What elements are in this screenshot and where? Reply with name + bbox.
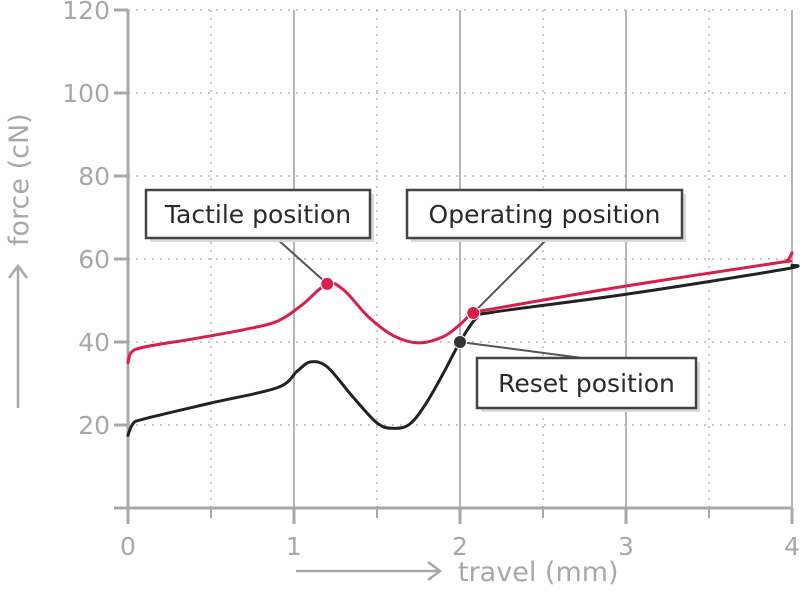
grid [128, 9, 793, 508]
callout-label: Operating position [429, 200, 661, 229]
x-axis-title: travel (mm) [296, 557, 619, 588]
x-axis-label: travel (mm) [458, 557, 619, 588]
y-tick-label: 20 [78, 411, 110, 440]
series-line-2 [126, 263, 800, 437]
callout-box [475, 356, 698, 410]
marker-point [466, 305, 481, 320]
callouts: Tactile position Operating position Reset … [144, 188, 700, 412]
marker-point [320, 276, 335, 291]
x-tick-label: 2 [452, 532, 468, 561]
x-tick-label: 1 [286, 532, 302, 561]
y-tick-label: 100 [62, 79, 110, 108]
series-line-1 [126, 251, 794, 365]
callout-label: Reset position [498, 369, 675, 398]
callout-leader [275, 237, 328, 285]
callout-label: Tactile position [164, 200, 351, 229]
y-tick-label: 120 [62, 0, 110, 25]
callout-leader [459, 341, 583, 359]
axes [114, 8, 794, 524]
data-markers [320, 276, 481, 349]
x-tick-label: 3 [618, 532, 634, 561]
callout-leader [472, 237, 549, 314]
y-tick-label: 80 [78, 162, 110, 191]
y-tick-labels: 20 40 60 80 100 120 [62, 0, 110, 440]
x-tick-label: 0 [120, 532, 136, 561]
callout-box [144, 188, 372, 240]
series-lines [126, 251, 800, 437]
x-tick-labels: 0 1 2 3 4 [120, 532, 800, 561]
callout-box [405, 188, 684, 240]
callout-leaders [275, 237, 583, 359]
y-tick-label: 60 [78, 245, 110, 274]
y-axis-title: force (cN) [4, 113, 35, 408]
x-tick-label: 4 [784, 532, 800, 561]
marker-point [453, 335, 467, 349]
y-axis-label: force (cN) [4, 113, 35, 246]
y-tick-label: 40 [78, 328, 110, 357]
